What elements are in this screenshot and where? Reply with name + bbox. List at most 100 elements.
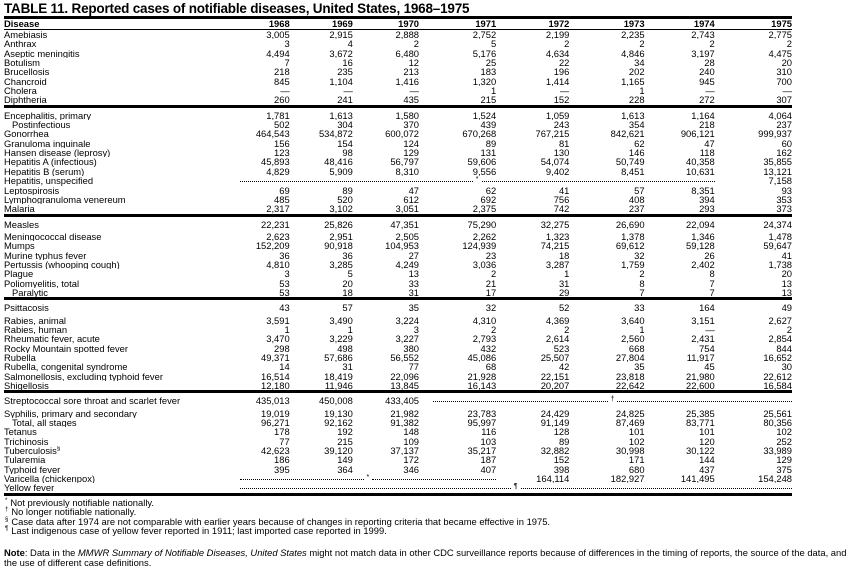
disease-label: Typhoid fever (4, 464, 61, 475)
table-row: Brucellosis 218 235 213 183 196 202 240 310 (4, 67, 792, 76)
cell-value: 92,162 (324, 418, 353, 428)
cell-value: 1 (347, 324, 353, 335)
cell-value: 57 (289, 297, 353, 316)
cell-value: 81 (558, 138, 570, 149)
cell-value: 89 (485, 138, 497, 149)
cell-value: 152,209 (255, 241, 290, 251)
cell-value: 243 (553, 120, 570, 130)
cell-value: 25,826 (289, 213, 353, 232)
not-reported-span: * (226, 474, 497, 483)
cell-value: 20 (781, 269, 792, 279)
cell-value: 523 (553, 343, 570, 353)
table-row: Rocky Mountain spotted fever 298 498 380 432… (4, 344, 792, 353)
cell-value: 1,104 (329, 76, 353, 87)
cell-value: 93 (781, 185, 792, 195)
cell-value: 534,872 (318, 129, 353, 139)
cell-value: 23,783 (467, 408, 497, 419)
cell-value: 77 (279, 436, 290, 447)
table-row: Murine typhus fever 36 36 27 23 18 32 26 41 (4, 251, 792, 260)
cell-value: 30,122 (686, 446, 715, 456)
disease-name: Leptospirosis (4, 186, 226, 195)
cell-value: 59,647 (763, 241, 792, 251)
disease-name: Tetanus (4, 427, 226, 436)
cell-value: 3,102 (329, 204, 353, 215)
disease-name: Chancroid (4, 77, 226, 86)
cell-value: 35 (352, 297, 420, 316)
dotted-leader: * (226, 474, 497, 483)
cell-value: 91,149 (540, 418, 570, 428)
cell-value: — (343, 86, 353, 96)
cell-value: 3,036 (472, 259, 497, 270)
table-row: Psittacosis 43 57 35 32 52 33 164 49 (4, 297, 792, 316)
cell-value: 754 (699, 343, 715, 353)
table-row: Syphilis, primary and secondary 19,019 19,… (4, 409, 792, 418)
table-row: Botulism 7 16 12 25 22 34 28 20 (4, 58, 792, 67)
cell-value: 24,429 (540, 408, 570, 419)
disease-label: Total, all stages (12, 418, 77, 428)
column-header-year: 1968 (225, 16, 290, 30)
cell-value: 171 (628, 455, 645, 465)
cell-value: 2,627 (768, 315, 792, 325)
cell-value: 1,478 (768, 231, 792, 242)
disease-name: Tularemia (4, 455, 226, 464)
disease-label: Granuloma inguinale (4, 138, 91, 149)
footnotes: * Not previously notifiable nationally. † N… (4, 492, 792, 536)
cell-value: 57,686 (324, 353, 353, 363)
column-header-year: 1971 (419, 16, 497, 30)
table-row: Total, all stages 96,271 92,162 91,382 95,99… (4, 418, 792, 427)
disease-label: Postinfectious (12, 120, 71, 130)
cell-value: 131 (480, 148, 497, 158)
cell-value: 47,351 (352, 213, 420, 232)
disease-name: Total, all stages (4, 418, 226, 427)
cell-value: 109 (403, 436, 420, 447)
cell-value: 2,560 (621, 334, 645, 344)
disease-name: Amebiasis (4, 30, 226, 40)
disease-label: Cholera (4, 86, 37, 96)
disease-name: Hepatitis, unspecified (4, 176, 226, 185)
table-row: Anthrax 3 4 2 5 2 2 2 2 (4, 39, 792, 48)
cell-value: 33,989 (763, 446, 792, 456)
cell-value: 11,946 (324, 381, 353, 392)
cell-value: 68 (485, 362, 497, 372)
disease-name: Rheumatic fever, acute (4, 334, 226, 343)
cell-value: 48,416 (324, 157, 353, 167)
cell-value: 215 (480, 95, 497, 106)
cell-value: 8,310 (395, 166, 420, 177)
cell-value: 3 (284, 39, 290, 49)
cell-value: 22 (558, 58, 570, 68)
cell-value: 128 (553, 427, 570, 437)
cell-value: 33 (408, 278, 420, 288)
cell-value: 16 (342, 58, 353, 68)
cell-value: 680 (628, 464, 645, 475)
cell-value: 35 (634, 362, 645, 372)
cell-value: 4 (347, 39, 353, 49)
disease-name: Tuberculosis§ (4, 446, 226, 455)
cell-value: — (409, 86, 420, 96)
cell-value: 28 (704, 58, 715, 68)
cell-value: 1,414 (545, 76, 570, 87)
cell-value: 2,614 (545, 334, 570, 344)
cell-value: 196 (553, 67, 570, 77)
cell-value: 91,382 (390, 418, 420, 428)
cell-value: 2,431 (691, 334, 715, 344)
cell-value: 4,369 (545, 315, 570, 325)
cell-value: 237 (776, 120, 792, 130)
cell-value: 13,845 (390, 381, 420, 392)
column-header-disease: Disease (4, 16, 226, 30)
cell-value: 439 (480, 120, 497, 130)
cell-value: 42,623 (261, 446, 290, 456)
cell-value: 89 (558, 436, 570, 447)
cell-value: 260 (274, 95, 290, 106)
cell-value: 1,580 (352, 104, 420, 121)
disease-name: Plague (4, 269, 226, 278)
cell-value: 8,451 (621, 166, 645, 177)
cell-value: 2 (639, 39, 645, 49)
cell-value: 4,810 (266, 259, 290, 270)
cell-value: 22,600 (686, 381, 715, 392)
table-row: Amebiasis 3,005 2,915 2,888 2,752 2,199 2,235 2… (4, 30, 792, 40)
table-row: Hansen disease (leprosy) 123 98 129 131 130 14… (4, 148, 792, 157)
cell-value: 9,402 (545, 166, 570, 177)
cell-value: 129 (776, 455, 792, 465)
cell-value: 12 (408, 58, 420, 68)
cell-value: 2,743 (691, 29, 715, 40)
